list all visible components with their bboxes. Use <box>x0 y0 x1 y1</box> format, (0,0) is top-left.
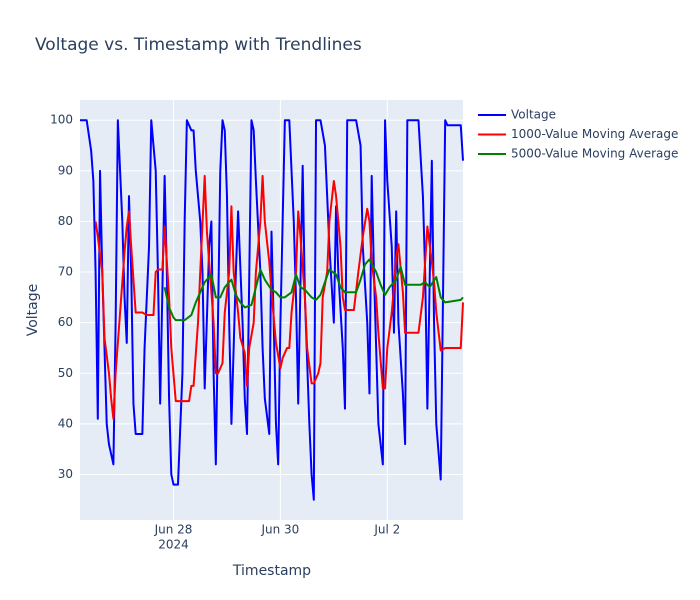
series-line <box>94 174 464 420</box>
y-tick-label: 90 <box>58 163 73 177</box>
y-tick-label: 50 <box>58 366 73 380</box>
chart-title: Voltage vs. Timestamp with Trendlines <box>35 35 362 55</box>
x-tick-year: 2024 <box>158 538 189 552</box>
x-tick-label: Jun 30 <box>260 523 299 537</box>
x-tick-label: Jun 28 <box>154 523 193 537</box>
y-tick-label: 30 <box>58 467 73 481</box>
x-axis-title: Timestamp <box>232 563 311 579</box>
y-tick-label: 80 <box>58 214 73 228</box>
y-tick-label: 70 <box>58 265 73 279</box>
legend-label: 1000-Value Moving Average <box>511 127 678 141</box>
y-axis-title: Voltage <box>25 284 41 337</box>
y-tick-label: 60 <box>58 315 73 329</box>
legend-label: Voltage <box>511 108 556 122</box>
x-tick-label: Jul 2 <box>373 523 400 537</box>
y-tick-label: 100 <box>50 113 73 127</box>
marks <box>80 119 464 501</box>
y-tick-label: 40 <box>58 416 73 430</box>
legend-label: 5000-Value Moving Average <box>511 147 678 161</box>
legend: Voltage 1000-Value Moving Average 5000-Val… <box>478 108 678 161</box>
series-line <box>163 258 464 322</box>
